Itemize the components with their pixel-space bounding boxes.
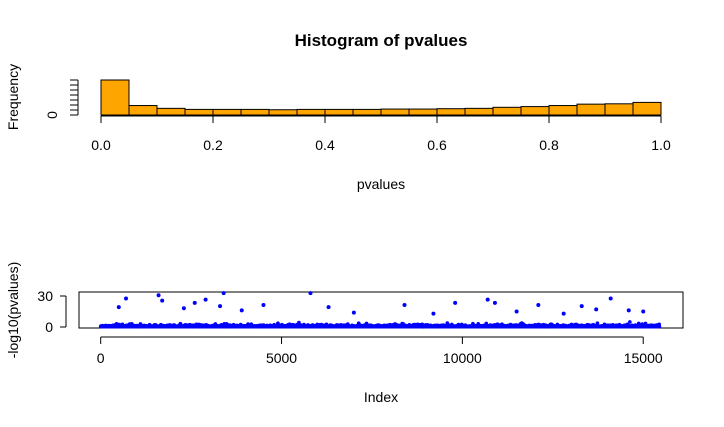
histogram-x-tick-label: 0.2 <box>203 137 223 153</box>
histogram-bar <box>184 108 214 116</box>
histogram-x-axis: 0.0 0.2 0.4 0.6 0.8 1.0 <box>91 115 671 153</box>
histogram-bar <box>492 106 522 116</box>
histogram-bar <box>408 108 438 116</box>
scatter-point <box>239 308 244 313</box>
scatter-point <box>594 307 599 312</box>
histogram-bar <box>436 108 466 116</box>
scatter-point <box>536 303 541 308</box>
scatter-point <box>351 310 356 315</box>
scatter-point <box>402 303 407 308</box>
scatter-point <box>203 297 208 302</box>
histogram-x-label: pvalues <box>357 176 405 192</box>
histogram-bar <box>100 79 130 116</box>
scatter-plot-box <box>78 291 684 329</box>
scatter-point <box>626 308 631 313</box>
scatter-x-axis: 0 5000 10000 15000 <box>97 336 663 366</box>
scatter-panel: 0 5000 10000 15000 0 30 Index -log10(pvalues… <box>5 262 684 405</box>
scatter-x-tick-label: 5000 <box>266 350 297 366</box>
scatter-point <box>326 305 331 310</box>
histogram-y-axis: 0 <box>44 79 79 119</box>
scatter-point <box>641 309 646 314</box>
scatter-point <box>628 320 632 324</box>
scatter-point <box>657 324 662 329</box>
histogram-y-label: Frequency <box>5 64 21 130</box>
scatter-x-tick-label: 10000 <box>443 350 482 366</box>
scatter-y-tick-label: 30 <box>37 288 53 304</box>
scatter-point <box>181 306 186 311</box>
scatter-point <box>453 300 458 305</box>
scatter-point <box>561 311 566 316</box>
histogram-x-tick-label: 1.0 <box>651 137 671 153</box>
scatter-x-tick-label: 0 <box>97 350 105 366</box>
histogram-title: Histogram of pvalues <box>295 31 468 50</box>
scatter-point <box>221 291 226 296</box>
histogram-bar <box>296 108 326 116</box>
scatter-x-label: Index <box>364 389 398 405</box>
scatter-point <box>192 300 197 305</box>
scatter-point <box>116 305 121 310</box>
histogram-x-tick-label: 0.4 <box>315 137 335 153</box>
histogram-x-tick-label: 0.8 <box>539 137 559 153</box>
scatter-y-label: -log10(pvalues) <box>5 262 21 359</box>
scatter-y-tick-label: 0 <box>45 319 53 335</box>
scatter-point <box>608 296 613 301</box>
histogram-bar <box>212 108 242 116</box>
scatter-point <box>492 300 497 305</box>
histogram-bar <box>464 107 494 116</box>
scatter-x-tick-label: 15000 <box>624 350 663 366</box>
histogram-bars <box>100 79 662 116</box>
scatter-point <box>308 291 313 296</box>
scatter-y-axis: 0 30 <box>37 288 67 335</box>
scatter-point <box>431 311 436 316</box>
scatter-point <box>261 303 266 308</box>
histogram-bar <box>548 105 578 116</box>
histogram-x-tick-label: 0.6 <box>427 137 447 153</box>
histogram-bar <box>128 105 158 116</box>
histogram-panel: Histogram of pvalues 0.0 0.2 0.4 0.6 0.8 1.0 … <box>5 31 671 192</box>
histogram-x-tick-label: 0.0 <box>91 137 111 153</box>
histogram-bar <box>604 103 634 116</box>
scatter-point <box>579 304 584 309</box>
histogram-bar <box>576 103 606 116</box>
histogram-bar <box>632 101 662 116</box>
histogram-bar <box>268 109 298 116</box>
scatter-point <box>160 298 165 303</box>
histogram-bar <box>324 108 354 116</box>
histogram-bar <box>352 108 382 116</box>
scatter-points <box>98 291 662 329</box>
histogram-y-tick-label: 0 <box>44 111 60 119</box>
histogram-bar <box>380 108 410 116</box>
scatter-point <box>156 293 161 298</box>
histogram-bar <box>156 107 186 116</box>
scatter-point <box>218 304 223 309</box>
histogram-bar <box>240 108 270 116</box>
histogram-bar <box>520 106 550 116</box>
scatter-point <box>514 309 519 314</box>
scatter-point <box>124 296 129 301</box>
scatter-point <box>485 297 490 302</box>
